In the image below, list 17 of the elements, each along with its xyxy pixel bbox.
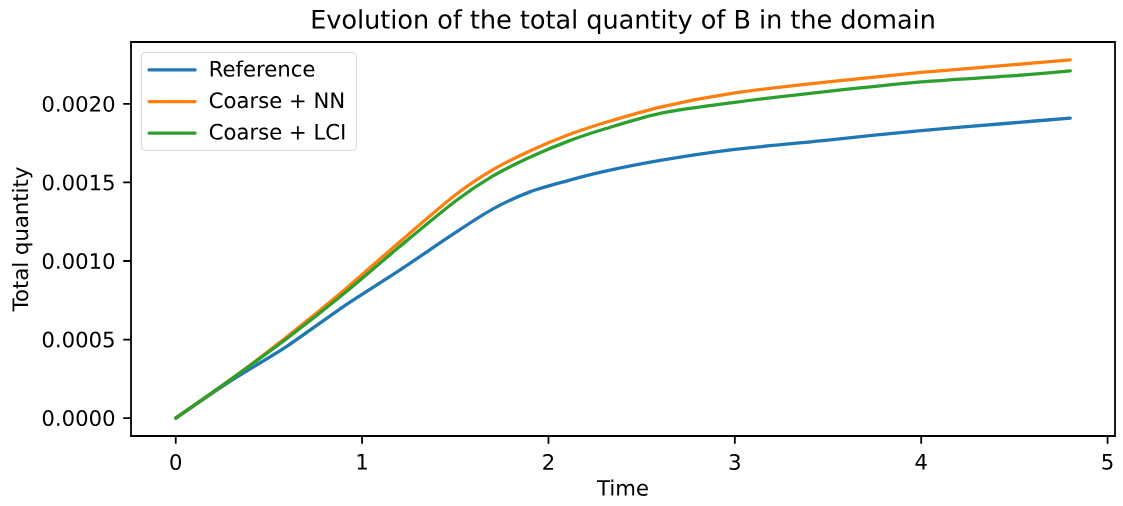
- x-tick-label: 4: [915, 454, 927, 470]
- chart-title: Evolution of the total quantity of B in the domain: [312, 9, 934, 34]
- y-tick-label: 0.0010: [42, 252, 115, 270]
- y-axis-title: Total quantity: [11, 167, 33, 312]
- legend-label: Coarse + NN: [209, 92, 344, 109]
- x-tick-label: 5: [1102, 454, 1113, 470]
- y-tick-label: 0.0020: [42, 95, 115, 112]
- x-tick-label: 3: [729, 454, 740, 471]
- legend-label: Reference: [210, 60, 315, 77]
- y-tick-label: 0.0005: [42, 331, 114, 348]
- x-tick-label: 1: [357, 454, 367, 470]
- legend-label: Coarse + LCI: [209, 123, 345, 140]
- x-tick-label: 2: [543, 454, 554, 470]
- x-tick-label: 0: [170, 454, 182, 471]
- x-axis-title: Time: [597, 479, 648, 496]
- y-tick-label: 0.0000: [42, 410, 115, 427]
- y-tick-label: 0.0015: [42, 174, 114, 191]
